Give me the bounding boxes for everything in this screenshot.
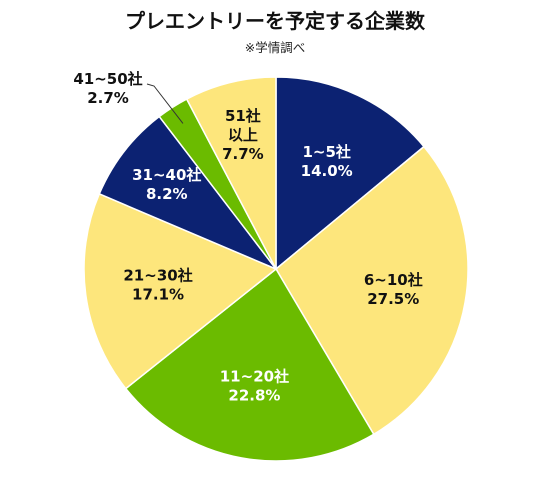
chart-title: プレエントリーを予定する企業数 (125, 9, 426, 33)
pie-slice (83, 192, 278, 390)
pie-slice (124, 267, 375, 462)
slice-label: 31~40社 (132, 166, 201, 184)
slice-percent: 17.1% (132, 286, 184, 304)
pie-slice (275, 145, 469, 436)
slice-label: 6~10社 (364, 271, 423, 289)
slice-label: 11~20社 (220, 368, 289, 386)
leader-line (146, 83, 184, 124)
slice-percent: 7.7% (222, 145, 264, 163)
chart-subtitle: ※学情調べ (245, 40, 305, 55)
pie-slice (98, 115, 279, 271)
slice-percent: 22.8% (228, 387, 280, 405)
slice-percent: 2.7% (87, 89, 129, 107)
slice-label: 51社 (225, 107, 261, 125)
pie-slice (185, 76, 277, 270)
slice-percent: 27.5% (367, 290, 419, 308)
slice-label: 21~30社 (123, 267, 192, 285)
slice-label: 1~5社 (302, 143, 350, 161)
slice-percent: 8.2% (146, 185, 188, 203)
slice-label: 以上 (228, 126, 258, 144)
pie-slice (275, 76, 425, 271)
slice-percent: 14.0% (301, 162, 353, 180)
pie-slices (83, 76, 469, 462)
slice-label: 41~50社 (73, 70, 142, 88)
